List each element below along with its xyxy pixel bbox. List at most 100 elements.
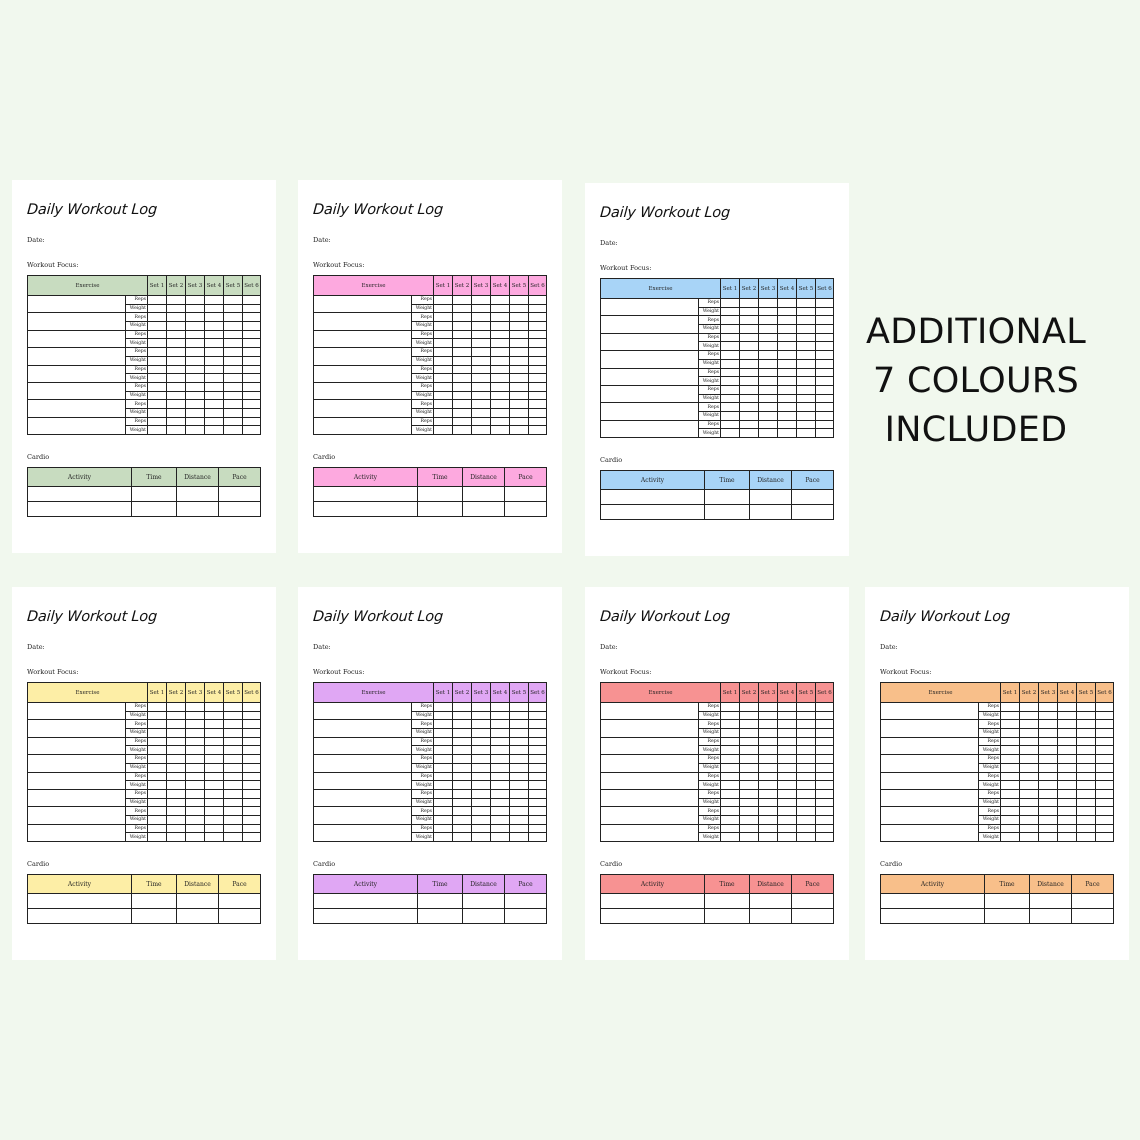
cardio-cell[interactable]	[984, 893, 1030, 909]
set-cell[interactable]	[204, 416, 225, 427]
cardio-cell[interactable]	[462, 501, 505, 517]
set-cell[interactable]	[1095, 832, 1115, 842]
set-cell[interactable]	[223, 814, 244, 825]
set-cell[interactable]	[509, 407, 530, 418]
set-cell[interactable]	[490, 373, 511, 383]
set-cell[interactable]	[452, 329, 473, 340]
cardio-cell[interactable]	[313, 908, 418, 924]
set-cell[interactable]	[739, 832, 760, 842]
set-cell[interactable]	[815, 332, 835, 343]
set-cell[interactable]	[1038, 788, 1059, 799]
set-cell[interactable]	[796, 410, 817, 421]
cardio-cell[interactable]	[417, 486, 463, 502]
set-cell[interactable]	[452, 736, 473, 747]
set-cell[interactable]	[223, 719, 244, 730]
exercise-name-cell[interactable]	[313, 719, 412, 738]
set-cell[interactable]	[815, 315, 835, 326]
set-cell[interactable]	[147, 719, 168, 730]
set-cell[interactable]	[471, 745, 492, 756]
set-cell[interactable]	[147, 710, 168, 721]
set-cell[interactable]	[185, 407, 206, 418]
set-cell[interactable]	[166, 338, 187, 349]
set-cell[interactable]	[758, 754, 779, 764]
set-cell[interactable]	[528, 303, 548, 314]
set-cell[interactable]	[509, 338, 530, 349]
set-cell[interactable]	[739, 736, 760, 747]
set-cell[interactable]	[1057, 710, 1078, 721]
set-cell[interactable]	[739, 367, 760, 378]
set-cell[interactable]	[166, 797, 187, 808]
set-cell[interactable]	[1019, 797, 1040, 808]
set-cell[interactable]	[433, 373, 454, 383]
set-cell[interactable]	[204, 736, 225, 747]
set-cell[interactable]	[720, 702, 741, 712]
cardio-cell[interactable]	[749, 504, 792, 520]
cardio-cell[interactable]	[984, 908, 1030, 924]
set-cell[interactable]	[777, 393, 798, 404]
set-cell[interactable]	[147, 321, 168, 331]
exercise-name-cell[interactable]	[313, 399, 412, 418]
set-cell[interactable]	[815, 745, 835, 756]
set-cell[interactable]	[720, 719, 741, 730]
set-cell[interactable]	[223, 303, 244, 314]
set-cell[interactable]	[471, 303, 492, 314]
set-cell[interactable]	[204, 797, 225, 808]
set-cell[interactable]	[777, 745, 798, 756]
exercise-name-cell[interactable]	[27, 329, 126, 349]
set-cell[interactable]	[452, 399, 473, 409]
set-cell[interactable]	[777, 814, 798, 825]
set-cell[interactable]	[242, 416, 262, 427]
set-cell[interactable]	[528, 806, 548, 816]
cardio-cell[interactable]	[791, 893, 834, 909]
set-cell[interactable]	[1076, 736, 1097, 747]
cardio-cell[interactable]	[600, 908, 705, 924]
set-cell[interactable]	[1038, 806, 1059, 816]
set-cell[interactable]	[509, 832, 530, 842]
set-cell[interactable]	[471, 719, 492, 730]
set-cell[interactable]	[166, 710, 187, 721]
set-cell[interactable]	[815, 710, 835, 721]
set-cell[interactable]	[147, 745, 168, 756]
set-cell[interactable]	[739, 376, 760, 386]
set-cell[interactable]	[490, 719, 511, 730]
set-cell[interactable]	[471, 797, 492, 808]
set-cell[interactable]	[185, 806, 206, 816]
set-cell[interactable]	[471, 381, 492, 392]
set-cell[interactable]	[1076, 719, 1097, 730]
set-cell[interactable]	[758, 814, 779, 825]
set-cell[interactable]	[815, 702, 835, 712]
set-cell[interactable]	[509, 425, 530, 435]
set-cell[interactable]	[739, 719, 760, 730]
set-cell[interactable]	[796, 736, 817, 747]
cardio-cell[interactable]	[749, 489, 792, 505]
set-cell[interactable]	[490, 832, 511, 842]
set-cell[interactable]	[509, 329, 530, 340]
exercise-name-cell[interactable]	[600, 384, 699, 404]
set-cell[interactable]	[452, 425, 473, 435]
set-cell[interactable]	[490, 381, 511, 392]
set-cell[interactable]	[758, 315, 779, 326]
set-cell[interactable]	[147, 754, 168, 764]
set-cell[interactable]	[1000, 754, 1021, 764]
set-cell[interactable]	[1019, 702, 1040, 712]
set-cell[interactable]	[452, 745, 473, 756]
set-cell[interactable]	[204, 702, 225, 712]
set-cell[interactable]	[720, 762, 741, 773]
set-cell[interactable]	[720, 384, 741, 395]
set-cell[interactable]	[166, 425, 187, 435]
cardio-cell[interactable]	[791, 504, 834, 520]
set-cell[interactable]	[528, 399, 548, 409]
set-cell[interactable]	[528, 355, 548, 366]
set-cell[interactable]	[166, 295, 187, 305]
set-cell[interactable]	[471, 295, 492, 305]
cardio-cell[interactable]	[417, 908, 463, 924]
set-cell[interactable]	[1095, 702, 1115, 712]
set-cell[interactable]	[758, 832, 779, 842]
set-cell[interactable]	[777, 358, 798, 369]
set-cell[interactable]	[509, 814, 530, 825]
set-cell[interactable]	[720, 797, 741, 808]
cardio-cell[interactable]	[218, 486, 261, 502]
set-cell[interactable]	[777, 788, 798, 799]
set-cell[interactable]	[185, 329, 206, 340]
set-cell[interactable]	[471, 754, 492, 764]
